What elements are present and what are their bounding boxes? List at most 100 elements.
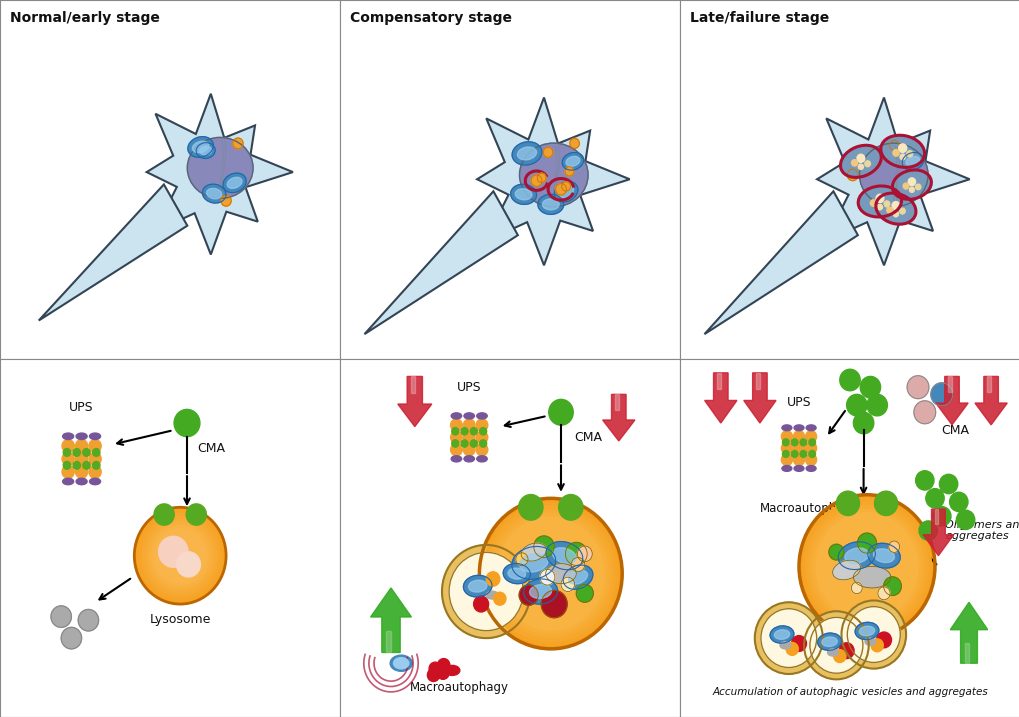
Circle shape bbox=[782, 439, 789, 446]
Circle shape bbox=[470, 440, 477, 447]
Ellipse shape bbox=[450, 456, 462, 462]
Circle shape bbox=[808, 505, 924, 627]
Circle shape bbox=[883, 201, 889, 207]
Circle shape bbox=[851, 582, 861, 594]
Ellipse shape bbox=[901, 153, 923, 170]
Circle shape bbox=[729, 0, 737, 7]
Circle shape bbox=[486, 572, 499, 587]
Ellipse shape bbox=[859, 143, 927, 206]
Circle shape bbox=[232, 138, 243, 149]
Circle shape bbox=[906, 151, 912, 157]
Text: UPS: UPS bbox=[457, 381, 481, 394]
Circle shape bbox=[143, 516, 217, 595]
Circle shape bbox=[802, 498, 930, 635]
Circle shape bbox=[51, 606, 71, 627]
Circle shape bbox=[541, 591, 567, 618]
Circle shape bbox=[486, 506, 614, 641]
Ellipse shape bbox=[780, 642, 790, 649]
Circle shape bbox=[448, 552, 523, 631]
Circle shape bbox=[812, 509, 920, 624]
Circle shape bbox=[89, 452, 101, 465]
Circle shape bbox=[805, 431, 816, 442]
Ellipse shape bbox=[515, 189, 532, 200]
Polygon shape bbox=[934, 509, 937, 524]
Circle shape bbox=[493, 592, 505, 605]
Circle shape bbox=[892, 150, 899, 156]
Circle shape bbox=[918, 521, 936, 541]
Circle shape bbox=[497, 517, 603, 630]
Circle shape bbox=[463, 431, 475, 444]
Ellipse shape bbox=[553, 181, 578, 202]
Circle shape bbox=[839, 369, 859, 391]
Polygon shape bbox=[986, 376, 990, 392]
Ellipse shape bbox=[793, 465, 803, 471]
Text: Macroautophagy: Macroautophagy bbox=[759, 502, 858, 515]
Circle shape bbox=[516, 553, 528, 566]
Circle shape bbox=[847, 607, 900, 663]
Circle shape bbox=[892, 201, 899, 209]
Ellipse shape bbox=[568, 570, 587, 584]
Ellipse shape bbox=[566, 156, 579, 166]
Ellipse shape bbox=[864, 638, 875, 645]
Ellipse shape bbox=[805, 425, 815, 431]
Text: CMA: CMA bbox=[574, 431, 602, 444]
Circle shape bbox=[461, 427, 468, 435]
Circle shape bbox=[847, 169, 857, 181]
Circle shape bbox=[427, 668, 439, 681]
Circle shape bbox=[479, 440, 486, 447]
Circle shape bbox=[470, 427, 477, 435]
Circle shape bbox=[808, 439, 815, 446]
Polygon shape bbox=[922, 509, 953, 556]
Circle shape bbox=[956, 511, 974, 529]
Ellipse shape bbox=[542, 199, 558, 210]
Circle shape bbox=[839, 642, 853, 658]
Polygon shape bbox=[39, 184, 187, 320]
Ellipse shape bbox=[502, 564, 530, 584]
Circle shape bbox=[846, 394, 866, 416]
Ellipse shape bbox=[872, 549, 894, 563]
Circle shape bbox=[146, 519, 214, 592]
Text: Lysosome: Lysosome bbox=[150, 613, 211, 626]
Circle shape bbox=[154, 528, 206, 583]
Ellipse shape bbox=[511, 184, 536, 204]
Text: Normal/early stage: Normal/early stage bbox=[10, 11, 160, 25]
Circle shape bbox=[537, 174, 545, 183]
Ellipse shape bbox=[558, 186, 573, 198]
Circle shape bbox=[565, 167, 574, 176]
Ellipse shape bbox=[832, 560, 860, 580]
Circle shape bbox=[805, 442, 816, 454]
Circle shape bbox=[853, 412, 873, 434]
Circle shape bbox=[543, 147, 552, 157]
Circle shape bbox=[877, 587, 890, 599]
Circle shape bbox=[899, 208, 904, 214]
Ellipse shape bbox=[880, 136, 923, 167]
Ellipse shape bbox=[523, 579, 557, 604]
Ellipse shape bbox=[844, 548, 868, 564]
Circle shape bbox=[476, 444, 487, 456]
Ellipse shape bbox=[512, 546, 555, 579]
Circle shape bbox=[781, 442, 792, 454]
Ellipse shape bbox=[76, 433, 87, 440]
Circle shape bbox=[463, 419, 475, 431]
Circle shape bbox=[893, 212, 898, 217]
Circle shape bbox=[907, 178, 915, 186]
Circle shape bbox=[856, 154, 864, 162]
Circle shape bbox=[441, 545, 530, 638]
Circle shape bbox=[83, 462, 90, 469]
Circle shape bbox=[479, 498, 622, 649]
Circle shape bbox=[571, 558, 584, 572]
Circle shape bbox=[561, 182, 570, 191]
Circle shape bbox=[870, 639, 882, 652]
Polygon shape bbox=[386, 631, 390, 652]
Text: UPS: UPS bbox=[786, 396, 810, 409]
Circle shape bbox=[531, 175, 541, 186]
Ellipse shape bbox=[486, 591, 498, 599]
Ellipse shape bbox=[892, 170, 930, 199]
Circle shape bbox=[61, 627, 82, 649]
Ellipse shape bbox=[838, 542, 874, 569]
Ellipse shape bbox=[854, 622, 878, 640]
Circle shape bbox=[930, 383, 952, 406]
Circle shape bbox=[140, 513, 220, 598]
Circle shape bbox=[886, 207, 892, 214]
Ellipse shape bbox=[769, 626, 793, 643]
